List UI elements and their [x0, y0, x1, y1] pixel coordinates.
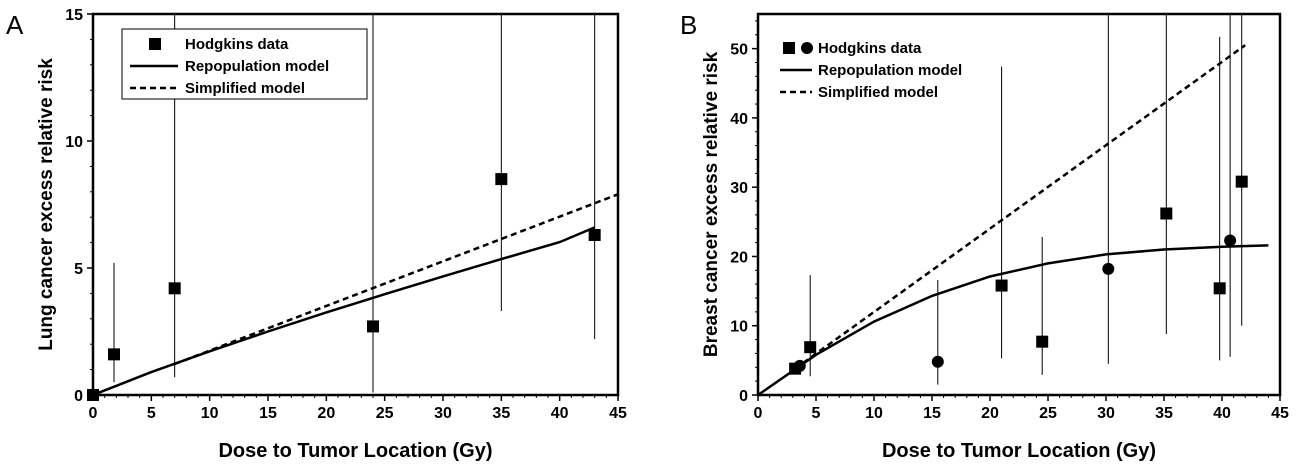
x-tick-label: 20: [981, 405, 999, 422]
data-point-square: [1235, 175, 1248, 188]
panel-label: A: [6, 10, 24, 40]
y-tick-label: 50: [730, 42, 748, 59]
legend-circle-marker: [801, 42, 813, 54]
x-tick-label: 30: [1097, 405, 1115, 422]
y-tick-label: 20: [730, 249, 748, 266]
x-tick-label: 35: [492, 405, 510, 422]
x-tick-label: 40: [1213, 405, 1231, 422]
y-tick-label: 10: [65, 134, 83, 151]
legend-square-marker: [783, 42, 795, 54]
legend-label: Repopulation model: [818, 62, 962, 79]
y-axis-label: Breast cancer excess relative risk: [701, 51, 722, 357]
x-tick-label: 40: [551, 405, 569, 422]
x-tick-label: 15: [923, 405, 941, 422]
legend-label: Simplified model: [185, 80, 305, 97]
y-tick-label: 10: [730, 319, 748, 336]
plot-frame: [91, 12, 620, 397]
data-point-circle: [793, 359, 806, 372]
legend-label: Simplified model: [818, 84, 938, 101]
x-axis-label: Dose to Tumor Location (Gy): [882, 440, 1156, 462]
y-tick-label: 0: [74, 388, 83, 405]
legend: Hodgkins data Repopulation model Simplifie…: [780, 40, 962, 101]
x-tick-label: 25: [1039, 405, 1057, 422]
x-tick-label: 25: [376, 405, 394, 422]
data-point-circle: [1102, 262, 1115, 275]
y-tick-label: 30: [730, 180, 748, 197]
y-tick-label: 0: [739, 388, 748, 405]
x-tick-label: 45: [609, 405, 627, 422]
y-tick-label: 15: [65, 7, 83, 24]
data-point-square: [1160, 207, 1173, 220]
legend-label: Hodgkins data: [185, 36, 289, 53]
x-tick-label: 5: [812, 405, 821, 422]
x-tick-label: 45: [1271, 405, 1289, 422]
y-tick-label: 5: [74, 261, 83, 278]
x-tick-label: 0: [89, 405, 98, 422]
repopulation-model-line: [758, 244, 1269, 395]
data-point-square: [1213, 282, 1226, 295]
simplified-model-line: [174, 193, 618, 366]
x-tick-label: 10: [865, 405, 883, 422]
legend-square-marker: [149, 38, 161, 50]
repopulation-model-line: [93, 226, 596, 395]
data-point-square: [168, 282, 181, 295]
legend-label: Repopulation model: [185, 58, 329, 75]
x-tick-label: 0: [754, 405, 763, 422]
data-point-square: [588, 228, 601, 241]
legend-label: Hodgkins data: [818, 40, 922, 57]
simplified-model-line: [794, 44, 1246, 370]
y-tick-label: 40: [730, 111, 748, 128]
panel-a: A 0 5 10 15 20 25 30 35 40 45 0 5 10 15 Dose to Tumor L…: [6, 7, 627, 462]
panel-label: B: [680, 10, 697, 40]
y-axis-label: Lung cancer excess relative risk: [36, 58, 57, 351]
data-point-circle: [1224, 234, 1237, 247]
data-point-square: [995, 279, 1008, 292]
data-point-square: [804, 341, 817, 354]
x-axis-label: Dose to Tumor Location (Gy): [218, 440, 492, 462]
data-point-square: [1036, 335, 1049, 348]
panel-b: B 0 5 10 15 20 25 30 35 40 45 0 10 20 30 40 50 Dose to Tu…: [680, 10, 1289, 462]
plot-frame: [756, 12, 1282, 397]
data-point-square: [495, 173, 508, 186]
data-point-circle: [931, 355, 944, 368]
legend: Hodgkins data Repopulation model Simplifie…: [121, 28, 368, 100]
x-tick-label: 10: [201, 405, 219, 422]
x-tick-label: 35: [1155, 405, 1173, 422]
data-point-square: [367, 320, 379, 333]
x-tick-label: 30: [434, 405, 452, 422]
x-tick-label: 5: [147, 405, 156, 422]
data-point-square: [108, 348, 120, 361]
x-tick-label: 15: [259, 405, 277, 422]
x-tick-label: 20: [317, 405, 335, 422]
